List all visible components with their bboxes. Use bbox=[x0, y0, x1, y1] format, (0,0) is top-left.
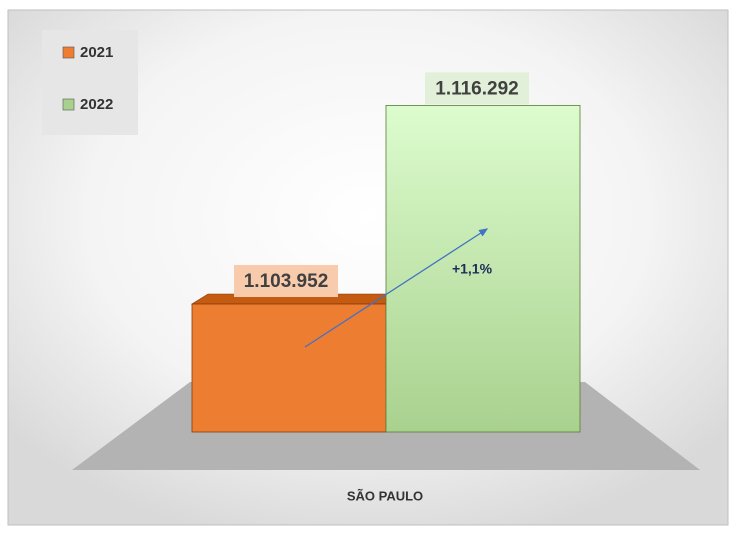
x-tick-label: SÃO PAULO bbox=[347, 488, 423, 503]
data-label-box bbox=[425, 72, 529, 105]
data-label-box bbox=[234, 265, 338, 298]
trend-arrow bbox=[304, 228, 489, 348]
data-label: 1.103.952 bbox=[244, 271, 329, 292]
legend-box bbox=[42, 30, 138, 135]
bar bbox=[191, 303, 387, 433]
annotation: +1,1% bbox=[452, 261, 493, 277]
bar bbox=[385, 104, 581, 433]
data-label: 1.116.292 bbox=[435, 78, 518, 99]
legend-swatch bbox=[62, 98, 75, 111]
legend-label: 2022 bbox=[80, 96, 113, 113]
legend-label: 2021 bbox=[80, 44, 113, 61]
legend-swatch bbox=[62, 46, 75, 59]
